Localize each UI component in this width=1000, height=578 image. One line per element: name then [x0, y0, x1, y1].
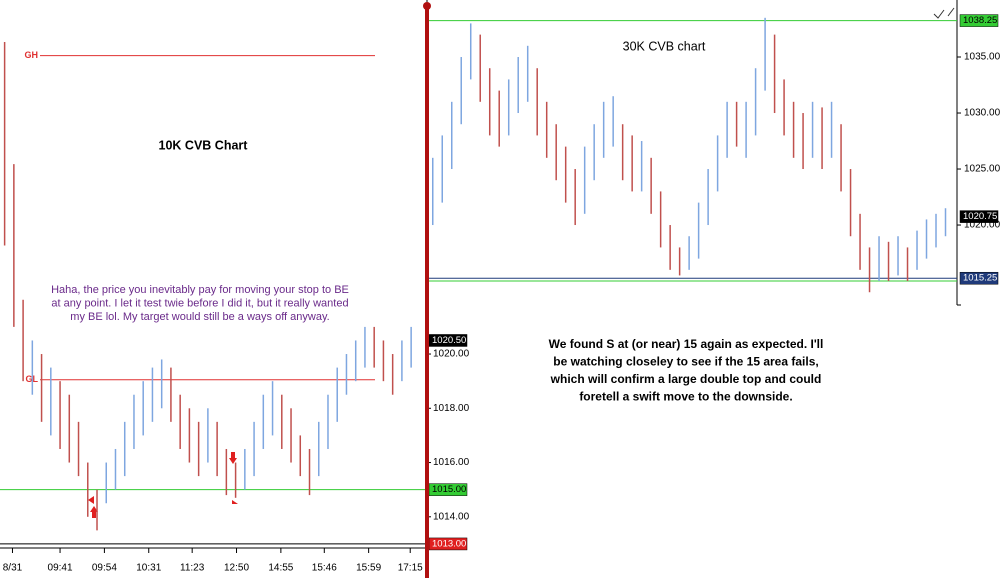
annotation-line: my BE lol. My target would still be a wa… [70, 311, 329, 323]
price-tag [959, 271, 999, 285]
y-tick-label: 1035.00 [964, 52, 1000, 63]
annotation-line: Haha, the price you inevitably pay for m… [51, 284, 349, 296]
price-tag-label: 1038.25 [963, 15, 997, 26]
up-arrow [90, 506, 98, 518]
level-label: GH [25, 50, 39, 60]
y-tick-label: 1020.00 [433, 349, 470, 360]
down-arrow [229, 452, 237, 464]
small-arrow [232, 500, 238, 504]
y-tick-label: 1016.00 [433, 457, 470, 468]
x-tick-label: 17:15 [398, 563, 423, 574]
x-tick-label: 09:54 [92, 563, 117, 574]
toolbar-icon [933, 7, 955, 19]
x-tick-label: 8/31 [3, 563, 23, 574]
price-tag-label: 1013.00 [432, 538, 466, 549]
chart-title: 10K CVB Chart [159, 138, 249, 152]
y-tick-label: 1025.00 [964, 164, 1000, 175]
y-tick-label: 1018.00 [433, 403, 470, 414]
annotation-line: be watching closeley to see if the 15 ar… [553, 355, 818, 369]
price-tag [959, 14, 999, 27]
chart-title: 30K CVB chart [623, 39, 706, 53]
y-tick-label: 1020.00 [964, 220, 1000, 231]
x-tick-label: 09:41 [48, 563, 73, 574]
price-tag-label: 1020.75 [963, 211, 997, 222]
annotation-line: foretell a swift move to the downside. [579, 390, 792, 404]
x-tick-label: 15:46 [312, 563, 337, 574]
left-arrow [88, 496, 94, 504]
x-tick-label: 12:50 [224, 563, 249, 574]
price-tag [959, 210, 999, 223]
price-tag-label: 1020.50 [432, 335, 466, 346]
arrows [88, 452, 238, 518]
annotation-line: We found S at (or near) 15 again as expe… [549, 337, 824, 351]
x-tick-label: 15:59 [356, 563, 381, 574]
annotation-line: which will confirm a large double top an… [550, 372, 822, 386]
divider-handle [423, 2, 431, 10]
price-tag-label: 1015.00 [432, 484, 466, 495]
x-tick-label: 14:55 [268, 563, 293, 574]
y-tick-label: 1030.00 [964, 108, 1000, 119]
x-tick-label: 10:31 [136, 563, 161, 574]
price-tag-label: 1015.25 [963, 273, 997, 284]
x-tick-label: 11:23 [180, 563, 205, 574]
annotation-line: at any point. I let it test twie before … [51, 297, 348, 309]
y-tick-label: 1014.00 [433, 511, 470, 522]
